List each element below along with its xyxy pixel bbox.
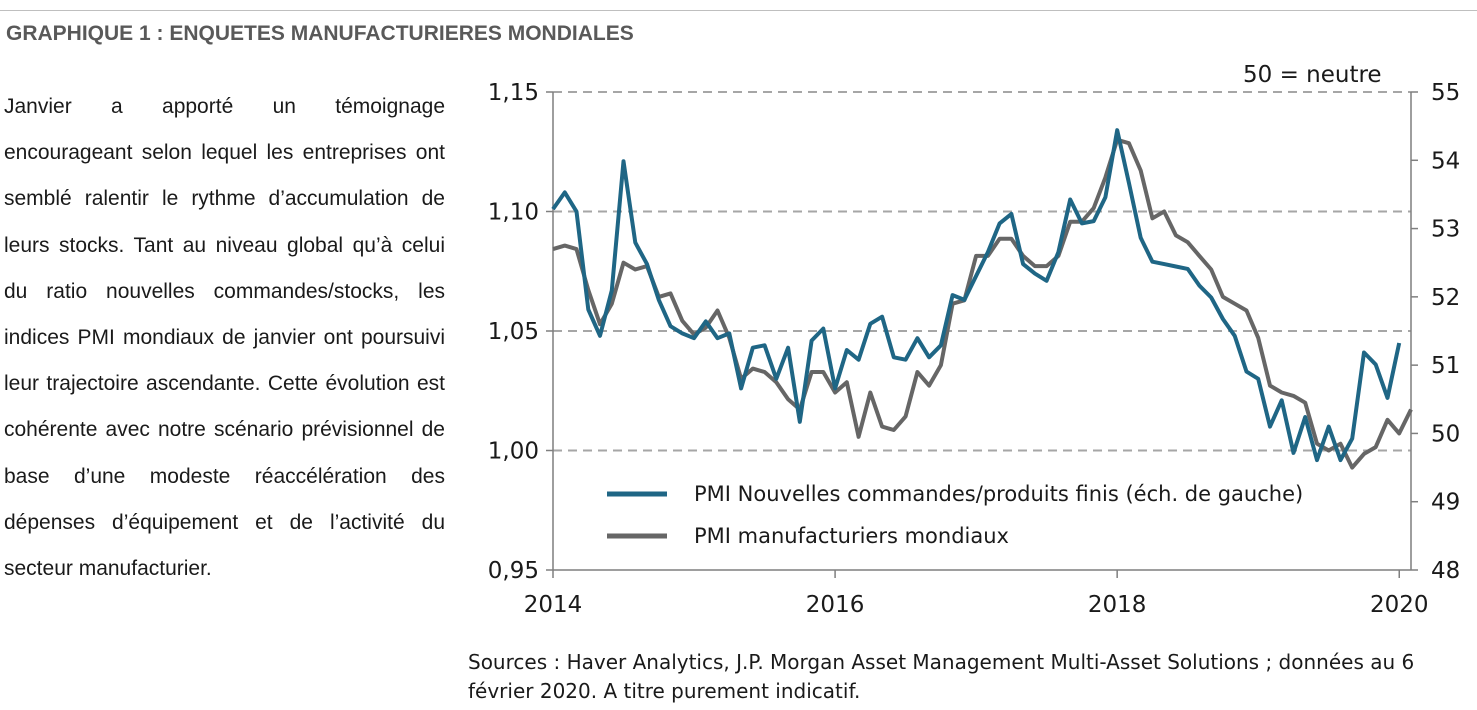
right-tick-label: 53 (1431, 217, 1460, 243)
x-tick-label: 2014 (524, 592, 583, 618)
pmi-chart-svg: 1,15 1,10 1,05 1,00 0,95 55 54 53 52 51 50 49 48 2014… (488, 62, 1461, 618)
x-tick-label: 2018 (1088, 592, 1147, 618)
left-tick-label: 1,10 (488, 200, 539, 226)
right-tick-label: 52 (1431, 285, 1460, 311)
axes (546, 91, 1418, 578)
right-tick-label: 49 (1431, 490, 1460, 516)
right-tick-label: 54 (1431, 148, 1460, 174)
gridlines (553, 91, 1411, 452)
legend-label-manufacturing: PMI manufacturiers mondiaux (694, 524, 1009, 548)
legend-label-new-orders: PMI Nouvelles commandes/produits finis (… (694, 482, 1303, 506)
left-tick-label: 0,95 (488, 558, 539, 584)
sources-note: Sources : Haver Analytics, J.P. Morgan A… (468, 650, 1415, 703)
right-tick-label: 55 (1431, 80, 1460, 106)
figure-heading: GRAPHIQUE 1 : ENQUETES MANUFACTURIERES M… (6, 22, 634, 45)
line-new-orders-ratio (551, 128, 1402, 463)
legend: PMI Nouvelles commandes/produits finis (… (607, 482, 1303, 548)
left-tick-label: 1,05 (488, 319, 539, 345)
commentary-paragraph: Janvier a apporté un témoignage encourag… (4, 95, 445, 581)
top-divider (0, 10, 1477, 11)
left-tick-label: 1,00 (488, 439, 539, 465)
neutral-annotation: 50 = neutre (1243, 62, 1382, 88)
line-manufacturing-pmi (552, 137, 1413, 470)
series-lines (551, 128, 1413, 470)
right-tick-label: 48 (1431, 558, 1460, 584)
x-tick-label: 2020 (1370, 592, 1429, 618)
tick-labels: 1,15 1,10 1,05 1,00 0,95 55 54 53 52 51 50 49 48 2014… (488, 80, 1461, 618)
right-tick-label: 51 (1431, 353, 1460, 379)
x-tick-label: 2016 (806, 592, 865, 618)
left-tick-label: 1,15 (488, 80, 539, 106)
pmi-chart: 1,15 1,10 1,05 1,00 0,95 55 54 53 52 51 50 49 48 2014… (455, 55, 1477, 635)
right-tick-label: 50 (1431, 421, 1460, 447)
